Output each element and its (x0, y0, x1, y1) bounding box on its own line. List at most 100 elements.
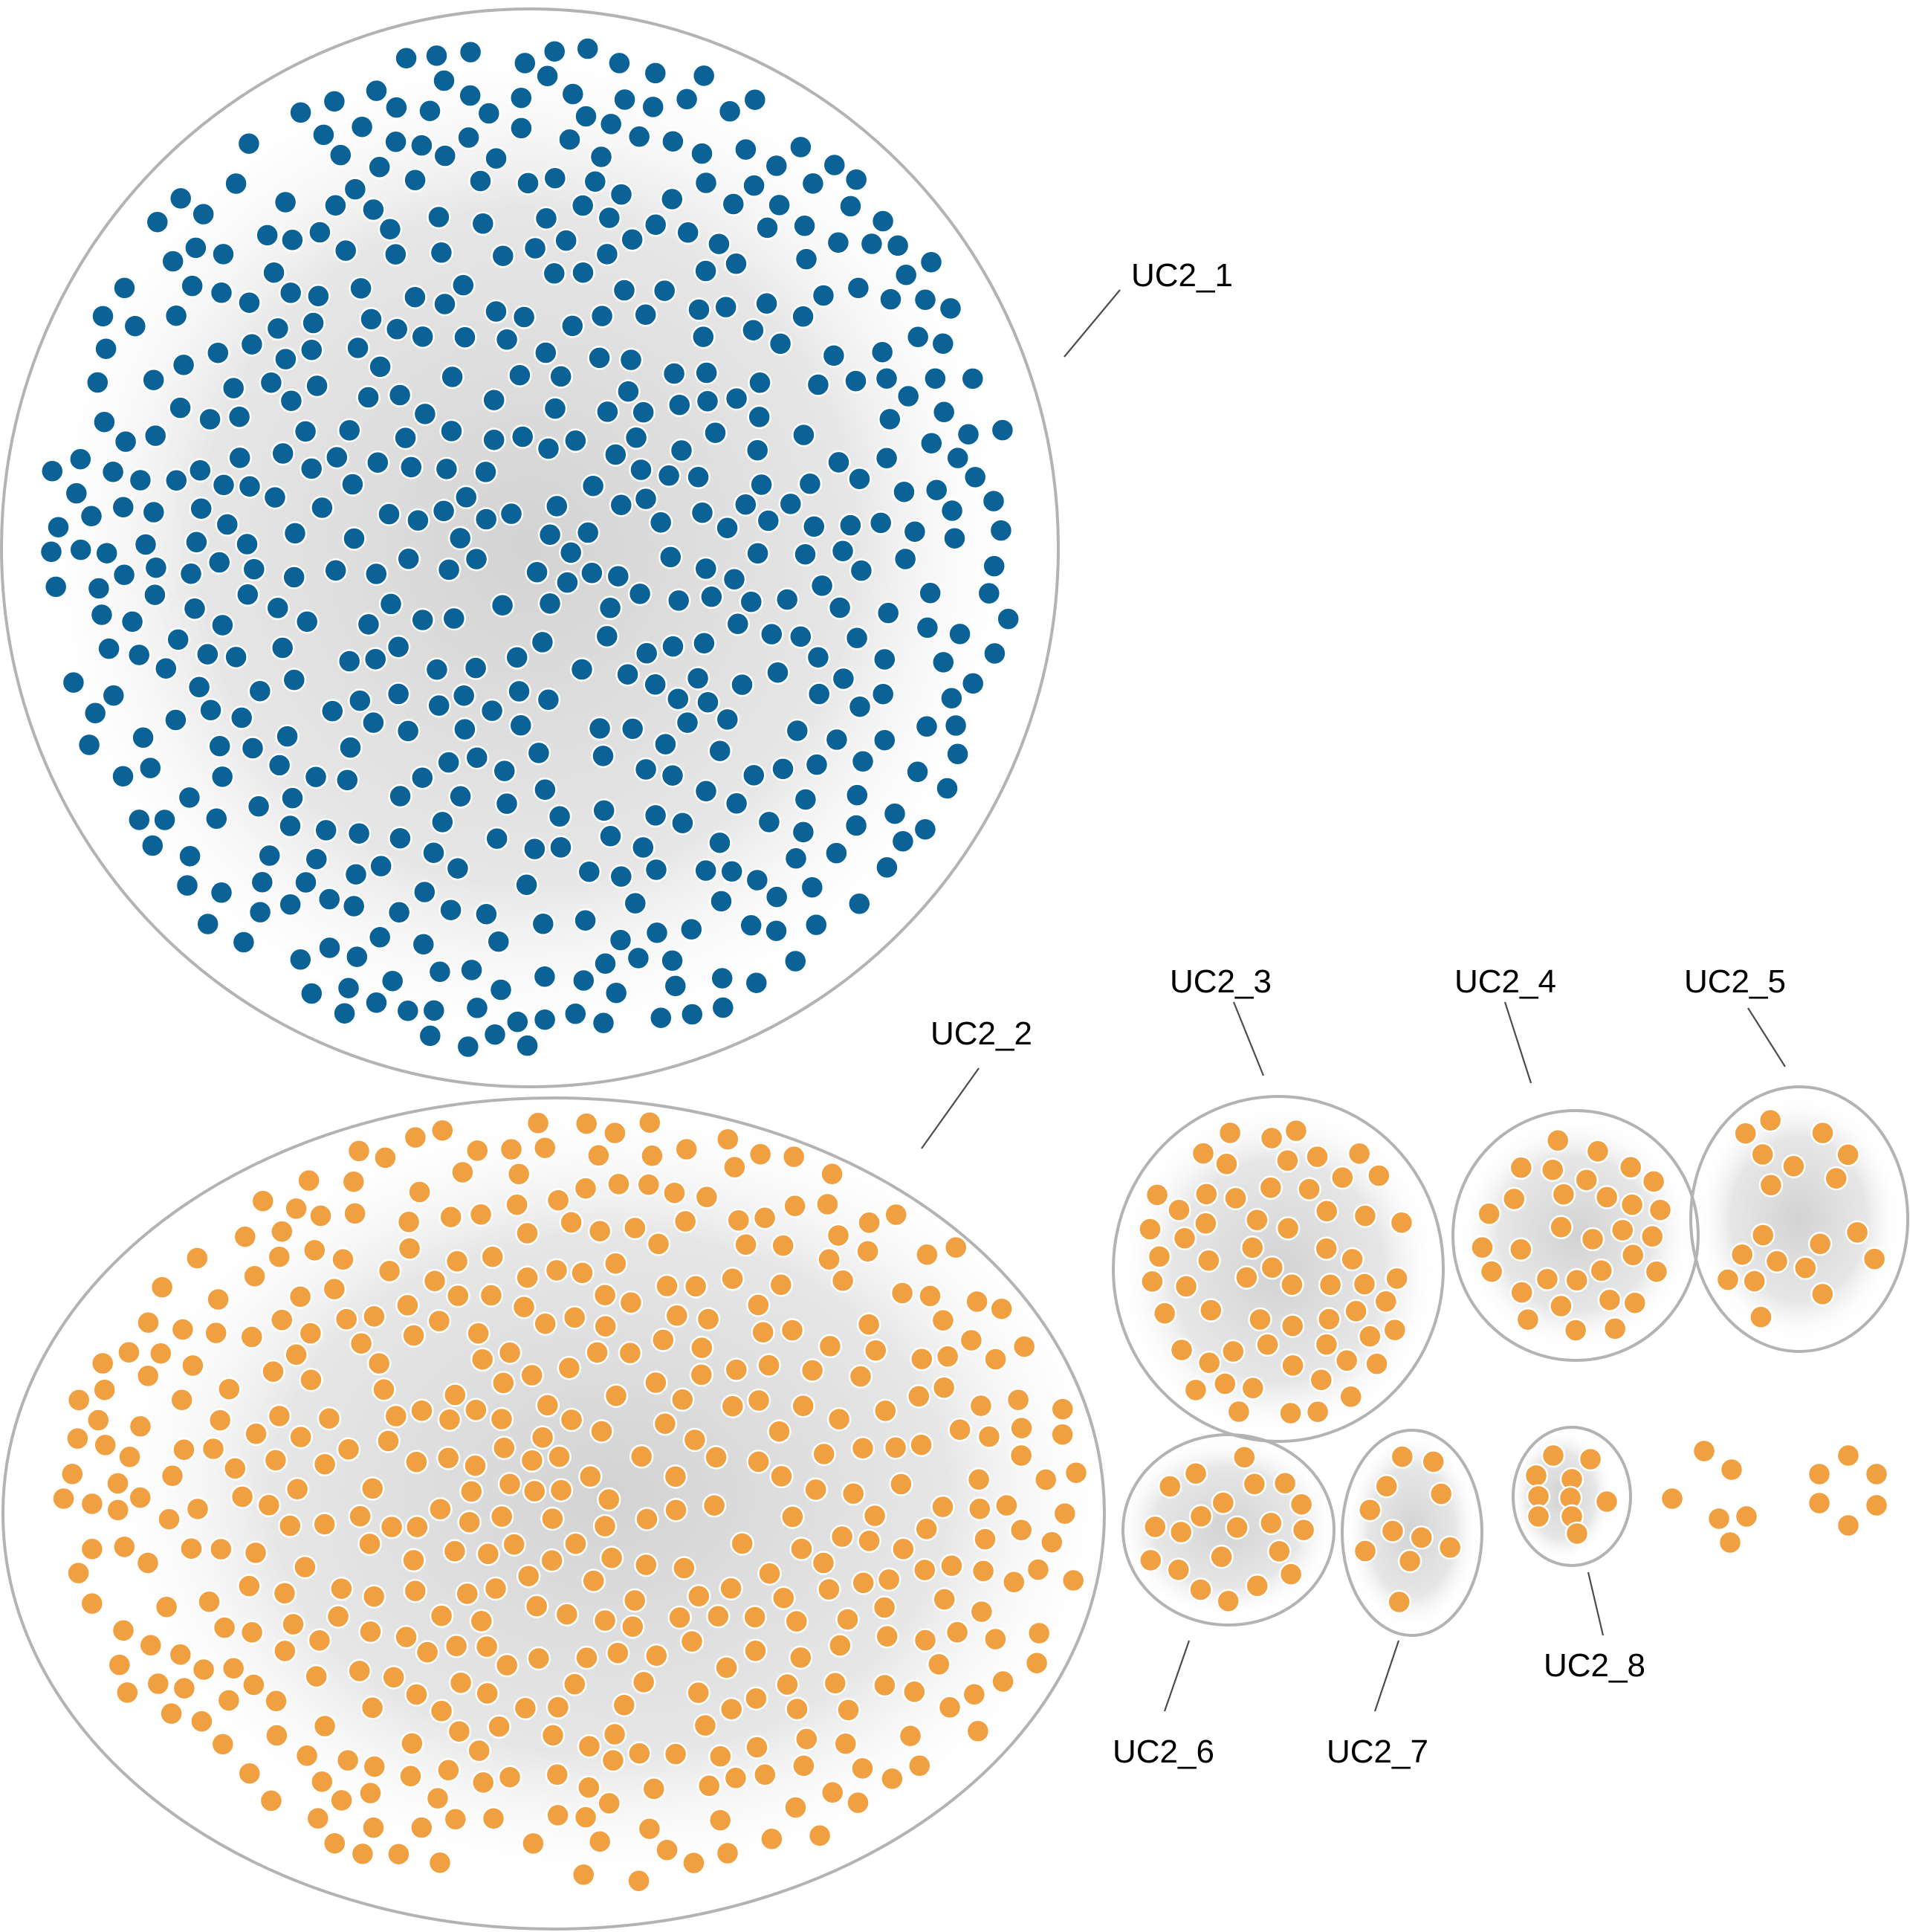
uc2-2-node (694, 1185, 719, 1209)
uc2-1-node (693, 779, 719, 804)
uc2-1-node (874, 446, 899, 471)
uc2-1-node (184, 530, 209, 555)
uc2-2-node (530, 1425, 555, 1450)
uc2-1-node (609, 182, 634, 207)
uc2-1-node (210, 764, 235, 789)
uc2-1-node (597, 205, 622, 230)
uc2-2-node (442, 1539, 467, 1564)
uc2-6-node (1259, 1511, 1283, 1536)
uc2-2-node (93, 1432, 117, 1458)
uc2-2-node (563, 1531, 588, 1556)
uc2-4-node (1620, 1243, 1645, 1267)
uc2-1-node (456, 125, 481, 150)
uc2-3-node (1352, 1272, 1377, 1296)
uc2-1-node (182, 596, 207, 621)
uc2-5-node (1824, 1166, 1848, 1191)
uc2-1-node (494, 327, 519, 352)
uc2-2-node (618, 1340, 643, 1366)
cluster-uc2-8-boundary (1512, 1426, 1632, 1567)
uc2-1-node (322, 89, 347, 114)
uc2-2-node (373, 1146, 398, 1170)
uc2-2-node (181, 1353, 205, 1378)
uc2-1-node (838, 513, 863, 537)
uc2-2-node (489, 1406, 514, 1432)
uc2-2-node (606, 1172, 631, 1197)
uc2-1-node (526, 740, 551, 766)
uc2-1-node (207, 550, 232, 575)
uc2-4-node (1585, 1139, 1610, 1164)
uc2-6-node (1157, 1474, 1182, 1499)
uc2-2-node (336, 1437, 361, 1461)
uc2-1-node (603, 442, 628, 467)
uc2-1-node (359, 307, 383, 332)
small-group-b-nodes (1807, 1443, 1889, 1538)
uc2-1-node (195, 642, 220, 667)
uc2-3-node (1275, 1216, 1301, 1241)
uc2-1-node (215, 512, 240, 537)
uc2-2-node (66, 1560, 91, 1586)
uc2-2-node (448, 1670, 473, 1695)
uc2-2-node (474, 1634, 499, 1659)
uc2-5-label: UC2_5 (1684, 963, 1786, 1000)
uc2-3-node (1197, 1248, 1221, 1273)
uc2-2-node (519, 1448, 545, 1473)
uc2-1-node (227, 445, 252, 471)
uc2-1-node (644, 920, 670, 946)
uc2-2-node (889, 1472, 913, 1496)
uc2-1-node (509, 85, 534, 110)
uc2-5-node (1758, 1173, 1784, 1198)
uc2-1-node (893, 262, 919, 288)
uc2-1-node (164, 303, 189, 328)
uc2-2-node (775, 1672, 800, 1697)
uc2-1-node (436, 750, 461, 775)
uc2-2-node (335, 1748, 360, 1773)
uc2-1-node (694, 361, 719, 385)
uc2-2-node (689, 1363, 714, 1387)
uc2-5-node (1807, 1232, 1833, 1256)
uc2-1-node (337, 418, 362, 443)
uc2-1-node (942, 526, 967, 551)
uc2-2-node (233, 1224, 258, 1249)
uc2-1-node (847, 467, 872, 491)
uc2-2-node (833, 1731, 858, 1756)
uc2-2-node (687, 1584, 711, 1609)
uc2-2-node (597, 1791, 621, 1816)
uc2-1-node (494, 791, 519, 816)
uc2-1-node (643, 213, 668, 237)
uc2-1-node (847, 891, 872, 917)
uc2-1-node (482, 1022, 508, 1047)
uc2-1-node (755, 216, 780, 240)
uc2-1-node (547, 804, 572, 829)
uc2-1-node (658, 545, 683, 569)
uc2-1-node (310, 495, 334, 520)
uc2-2-node (60, 1461, 85, 1487)
uc2-1-node (448, 784, 473, 809)
cluster-uc2-5-boundary (1689, 1085, 1909, 1353)
uc2-1-node (431, 499, 456, 523)
uc2-1-node (554, 228, 578, 253)
uc2-2-node (362, 1304, 386, 1329)
uc2-1-node (433, 291, 457, 317)
uc2-2-node (111, 1618, 136, 1643)
uc2-1-node (459, 957, 484, 983)
uc2-1-node (764, 885, 789, 909)
uc2-2-node (789, 1537, 814, 1561)
uc2-3-node (1364, 1351, 1389, 1376)
uc2-1-node (977, 581, 1002, 606)
uc2-7-node (1428, 1482, 1454, 1506)
uc2-1-node (938, 296, 963, 321)
uc2-1-node (388, 784, 412, 809)
uc2-1-node (514, 873, 539, 897)
uc2-3-node (1221, 1339, 1246, 1364)
uc2-2-node (722, 1154, 747, 1180)
uc2-2-node (443, 1383, 467, 1407)
uc2-2-node (636, 1172, 661, 1197)
uc2-1-node (648, 510, 673, 535)
uc2-3-node (1169, 1337, 1194, 1363)
uc2-4-node (1509, 1237, 1533, 1262)
uc2-8-node (1578, 1447, 1603, 1472)
uc2-2-node (769, 1464, 794, 1489)
uc2-2-node (66, 1388, 91, 1412)
uc2-1-node (990, 418, 1015, 442)
uc2-2-node (715, 1841, 740, 1866)
